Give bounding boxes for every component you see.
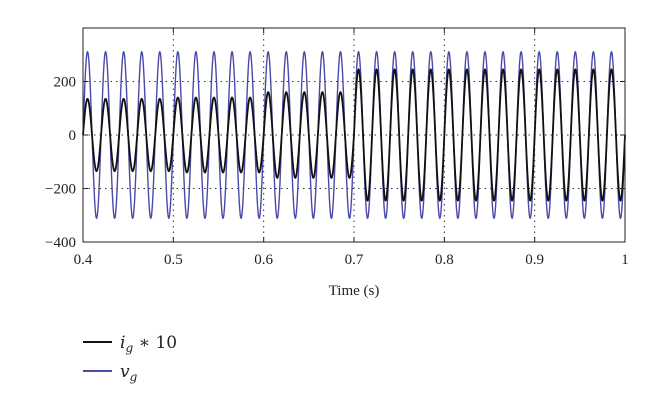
- x-tick-label: 0.8: [435, 252, 454, 268]
- legend-label: ig ∗ 10: [120, 333, 177, 355]
- x-axis-label: Time (s): [329, 283, 380, 299]
- series-line-i-g-10: [82, 68, 626, 202]
- y-tick-label: 200: [54, 75, 77, 91]
- x-tick-label: 0.6: [254, 252, 273, 268]
- x-tick-label: 0.7: [345, 252, 364, 268]
- x-tick-label: 0.5: [164, 252, 183, 268]
- legend: ig ∗ 10 vg: [83, 333, 177, 384]
- x-tick-label: 1: [621, 252, 629, 268]
- legend-entry: ig ∗ 10: [83, 333, 177, 355]
- legend-label: vg: [120, 362, 138, 384]
- y-tick-label: −200: [45, 182, 76, 198]
- y-tick-label: −400: [45, 235, 76, 251]
- y-tick-label: 0: [69, 128, 77, 144]
- x-tick-label: 0.4: [74, 252, 93, 268]
- legend-entry: vg: [83, 362, 138, 384]
- series-layer: [82, 50, 626, 220]
- x-tick-label: 0.9: [525, 252, 544, 268]
- axis-ticks: 0.4 0.5 0.6 0.7 0.8 0.9 1 200 0 −200 −400: [45, 28, 629, 268]
